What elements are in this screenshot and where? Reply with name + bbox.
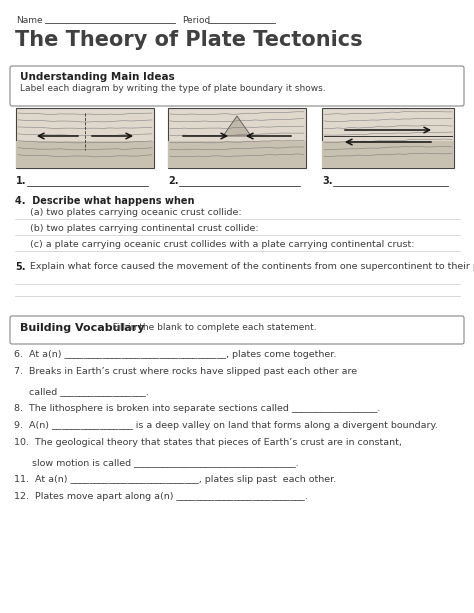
Text: 11.  At a(n) ___________________________, plates slip past  each other.: 11. At a(n) ___________________________,…: [14, 475, 336, 484]
Text: Period: Period: [182, 16, 210, 25]
Text: slow motion is called __________________________________.: slow motion is called __________________…: [14, 458, 299, 467]
Text: 2.: 2.: [168, 176, 179, 186]
Text: (b) two plates carrying continental crust collide:: (b) two plates carrying continental crus…: [15, 224, 259, 233]
Polygon shape: [223, 116, 251, 136]
Text: 3.: 3.: [322, 176, 332, 186]
Text: 9.  A(n) _________________ is a deep valley on land that forms along a divergent: 9. A(n) _________________ is a deep vall…: [14, 421, 438, 430]
Text: Building Vocabulary: Building Vocabulary: [20, 323, 145, 333]
Bar: [168, 141, 306, 168]
Bar: [168, 108, 306, 168]
Text: 12.  Plates move apart along a(n) ___________________________.: 12. Plates move apart along a(n) _______…: [14, 492, 308, 501]
Text: Understanding Main Ideas: Understanding Main Ideas: [20, 72, 175, 82]
Text: (c) a plate carrying oceanic crust collides with a plate carrying continental cr: (c) a plate carrying oceanic crust colli…: [15, 240, 414, 249]
Bar: [16, 141, 154, 168]
Text: called __________________.: called __________________.: [14, 387, 149, 396]
FancyBboxPatch shape: [10, 316, 464, 344]
Text: Name: Name: [16, 16, 43, 25]
Text: 6.  At a(n) __________________________________, plates come together.: 6. At a(n) _____________________________…: [14, 350, 337, 359]
Text: 1.: 1.: [16, 176, 27, 186]
Text: The Theory of Plate Tectonics: The Theory of Plate Tectonics: [15, 30, 363, 50]
Text: Explain what force caused the movement of the continents from one supercontinent: Explain what force caused the movement o…: [24, 262, 474, 271]
Bar: [322, 141, 454, 168]
Text: 10.  The geological theory that states that pieces of Earth’s crust are in const: 10. The geological theory that states th…: [14, 438, 402, 447]
Text: (a) two plates carrying oceanic crust collide:: (a) two plates carrying oceanic crust co…: [15, 208, 242, 217]
Bar: [322, 108, 454, 168]
Text: Label each diagram by writing the type of plate boundary it shows.: Label each diagram by writing the type o…: [20, 84, 326, 93]
Text: Fill in the blank to complete each statement.: Fill in the blank to complete each state…: [107, 323, 317, 332]
Bar: [16, 108, 154, 168]
Text: 7.  Breaks in Earth’s crust where rocks have slipped past each other are: 7. Breaks in Earth’s crust where rocks h…: [14, 367, 357, 376]
Text: 8.  The lithosphere is broken into separate sections called __________________.: 8. The lithosphere is broken into separa…: [14, 404, 380, 413]
Text: 5.: 5.: [15, 262, 26, 272]
FancyBboxPatch shape: [10, 66, 464, 106]
Text: 4.  Describe what happens when: 4. Describe what happens when: [15, 196, 194, 206]
